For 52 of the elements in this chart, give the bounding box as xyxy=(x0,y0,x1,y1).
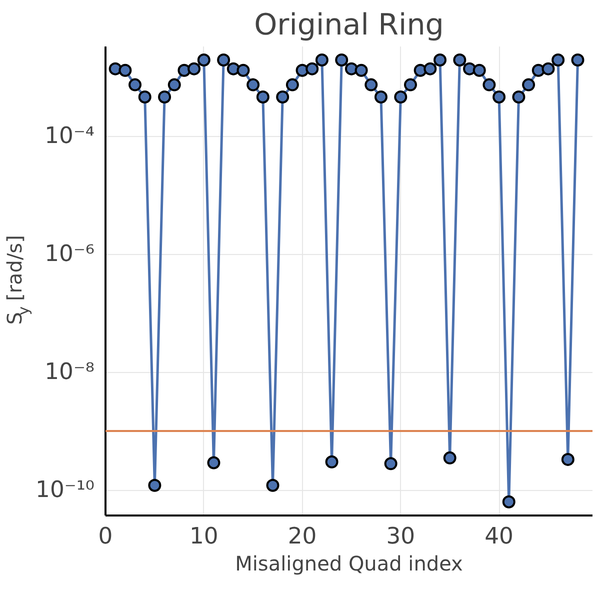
point xyxy=(207,456,220,470)
x-tick-label: 20 xyxy=(288,524,317,550)
point xyxy=(522,78,536,92)
point xyxy=(571,53,584,66)
y-tick-label: 10⁻⁴ xyxy=(44,123,95,150)
y-axis-title: Sy [rad/s] xyxy=(2,235,32,325)
x-tick-label: 30 xyxy=(386,524,416,550)
chart-title: Original Ring xyxy=(254,8,444,42)
point xyxy=(325,455,338,468)
point xyxy=(197,53,210,66)
x-tick-label: 10 xyxy=(189,524,218,550)
point xyxy=(404,78,417,92)
point xyxy=(443,451,456,464)
point xyxy=(561,452,574,466)
x-tick-label: 40 xyxy=(484,524,514,550)
point xyxy=(256,90,270,104)
point xyxy=(148,478,162,492)
y-tick-label: 10⁻⁸ xyxy=(44,359,95,386)
point xyxy=(217,53,230,66)
point xyxy=(335,53,348,66)
y-tick-label: 10⁻¹⁰ xyxy=(36,477,94,504)
point xyxy=(138,90,152,104)
point xyxy=(453,53,466,66)
point xyxy=(286,78,299,92)
point xyxy=(188,62,201,76)
point xyxy=(266,478,280,492)
point xyxy=(492,90,506,104)
point xyxy=(315,53,328,66)
point xyxy=(128,78,142,92)
point xyxy=(118,64,132,77)
point xyxy=(236,64,250,77)
point xyxy=(354,64,368,77)
point xyxy=(472,64,486,77)
point xyxy=(394,90,408,104)
point xyxy=(168,78,181,92)
point xyxy=(482,78,496,92)
point xyxy=(374,90,388,104)
point xyxy=(434,53,447,66)
point xyxy=(158,90,172,104)
point xyxy=(246,78,260,92)
point xyxy=(384,457,398,470)
point xyxy=(542,62,555,76)
point xyxy=(502,495,516,508)
point xyxy=(552,53,565,66)
y-tick-label: 10⁻⁶ xyxy=(44,241,95,268)
point xyxy=(276,90,290,104)
x-axis-title: Misaligned Quad index xyxy=(235,552,464,576)
x-tick-label: 0 xyxy=(98,524,113,550)
point xyxy=(306,62,319,76)
point xyxy=(364,78,378,92)
point xyxy=(424,62,437,76)
point xyxy=(512,90,526,104)
